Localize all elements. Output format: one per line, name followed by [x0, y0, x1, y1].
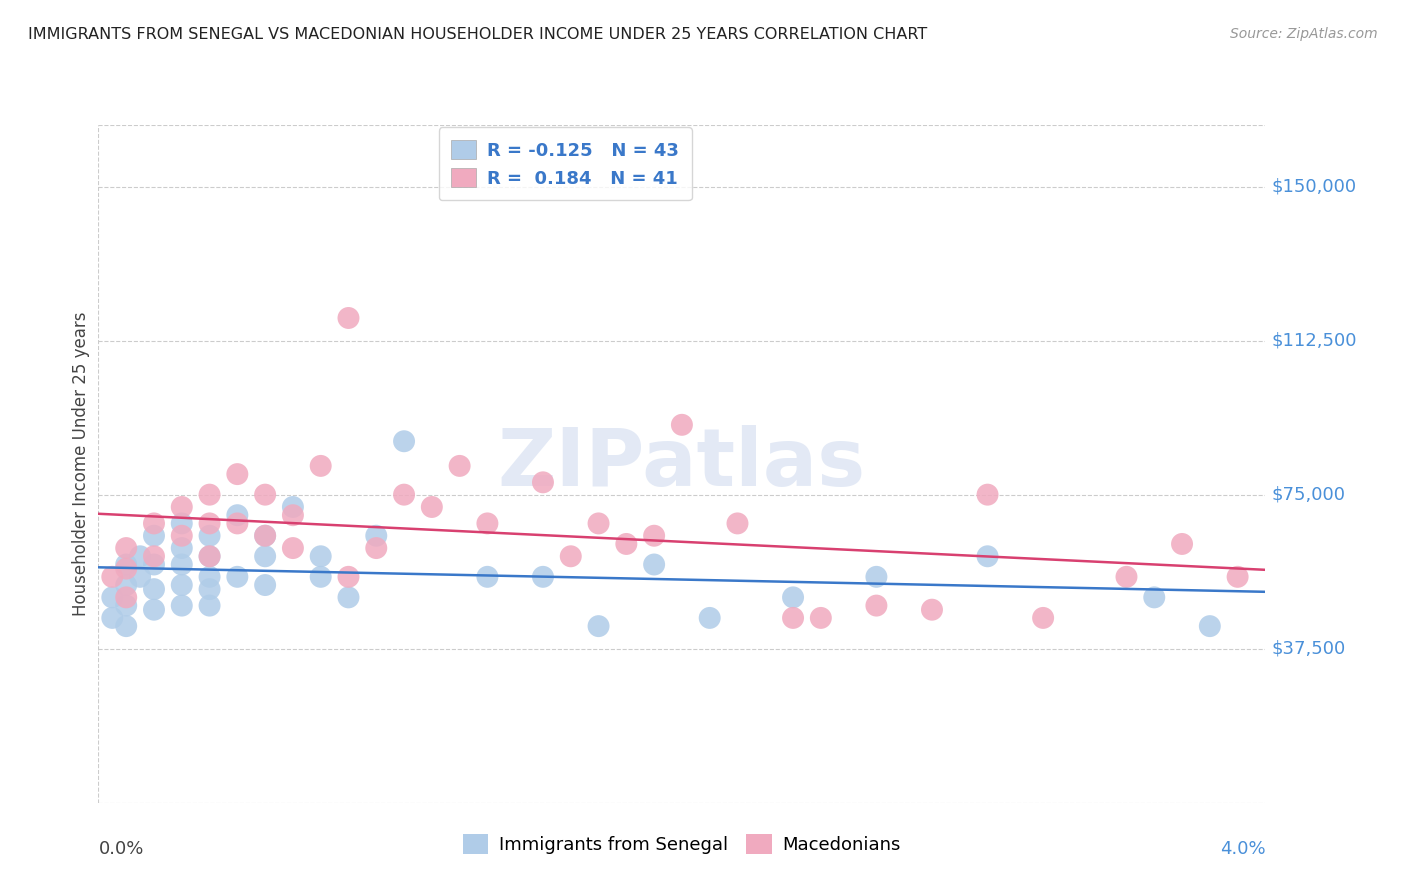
Point	[198, 599, 221, 613]
Point	[392, 488, 415, 502]
Point	[254, 549, 277, 564]
Point	[170, 578, 193, 592]
Point	[1032, 611, 1054, 625]
Point	[170, 516, 193, 531]
Point	[337, 310, 360, 325]
Point	[366, 529, 388, 543]
Point	[115, 541, 138, 555]
Point	[782, 591, 804, 605]
Point	[309, 549, 332, 564]
Point	[143, 603, 166, 617]
Point	[976, 488, 998, 502]
Point	[477, 570, 499, 584]
Point	[170, 500, 193, 514]
Point	[198, 582, 221, 596]
Point	[129, 549, 152, 564]
Point	[281, 508, 304, 523]
Point	[115, 591, 138, 605]
Text: $150,000: $150,000	[1271, 178, 1357, 195]
Point	[198, 549, 221, 564]
Point	[143, 558, 166, 572]
Point	[101, 570, 124, 584]
Point	[865, 570, 887, 584]
Point	[671, 417, 693, 432]
Y-axis label: Householder Income Under 25 years: Householder Income Under 25 years	[72, 311, 90, 616]
Text: 4.0%: 4.0%	[1220, 840, 1265, 858]
Legend: Immigrants from Senegal, Macedonians: Immigrants from Senegal, Macedonians	[456, 827, 908, 862]
Point	[101, 591, 124, 605]
Text: $37,500: $37,500	[1271, 640, 1346, 657]
Point	[727, 516, 749, 531]
Text: ZIPatlas: ZIPatlas	[498, 425, 866, 503]
Point	[170, 599, 193, 613]
Point	[129, 570, 152, 584]
Point	[198, 570, 221, 584]
Point	[170, 558, 193, 572]
Point	[1143, 591, 1166, 605]
Text: IMMIGRANTS FROM SENEGAL VS MACEDONIAN HOUSEHOLDER INCOME UNDER 25 YEARS CORRELAT: IMMIGRANTS FROM SENEGAL VS MACEDONIAN HO…	[28, 27, 928, 42]
Point	[865, 599, 887, 613]
Point	[976, 549, 998, 564]
Point	[170, 529, 193, 543]
Point	[337, 591, 360, 605]
Point	[588, 619, 610, 633]
Point	[337, 570, 360, 584]
Point	[143, 582, 166, 596]
Point	[170, 541, 193, 555]
Point	[1226, 570, 1249, 584]
Point	[254, 529, 277, 543]
Point	[531, 570, 554, 584]
Point	[198, 516, 221, 531]
Point	[198, 529, 221, 543]
Point	[115, 561, 138, 575]
Text: 0.0%: 0.0%	[98, 840, 143, 858]
Point	[1198, 619, 1220, 633]
Point	[782, 611, 804, 625]
Point	[531, 475, 554, 490]
Point	[254, 488, 277, 502]
Point	[143, 529, 166, 543]
Point	[614, 537, 637, 551]
Text: Source: ZipAtlas.com: Source: ZipAtlas.com	[1230, 27, 1378, 41]
Text: $112,500: $112,500	[1271, 332, 1357, 350]
Point	[643, 558, 665, 572]
Point	[226, 508, 249, 523]
Point	[810, 611, 832, 625]
Point	[560, 549, 582, 564]
Point	[699, 611, 721, 625]
Point	[226, 467, 249, 482]
Point	[198, 488, 221, 502]
Point	[115, 578, 138, 592]
Point	[198, 549, 221, 564]
Point	[309, 570, 332, 584]
Point	[254, 578, 277, 592]
Point	[921, 603, 943, 617]
Point	[420, 500, 443, 514]
Point	[226, 516, 249, 531]
Point	[449, 458, 471, 473]
Point	[226, 570, 249, 584]
Point	[392, 434, 415, 449]
Point	[115, 558, 138, 572]
Text: $75,000: $75,000	[1271, 485, 1346, 504]
Point	[281, 541, 304, 555]
Point	[143, 516, 166, 531]
Point	[143, 549, 166, 564]
Point	[366, 541, 388, 555]
Point	[101, 611, 124, 625]
Point	[1171, 537, 1194, 551]
Point	[115, 619, 138, 633]
Point	[1115, 570, 1137, 584]
Point	[643, 529, 665, 543]
Point	[588, 516, 610, 531]
Point	[309, 458, 332, 473]
Point	[281, 500, 304, 514]
Point	[477, 516, 499, 531]
Point	[115, 599, 138, 613]
Point	[254, 529, 277, 543]
